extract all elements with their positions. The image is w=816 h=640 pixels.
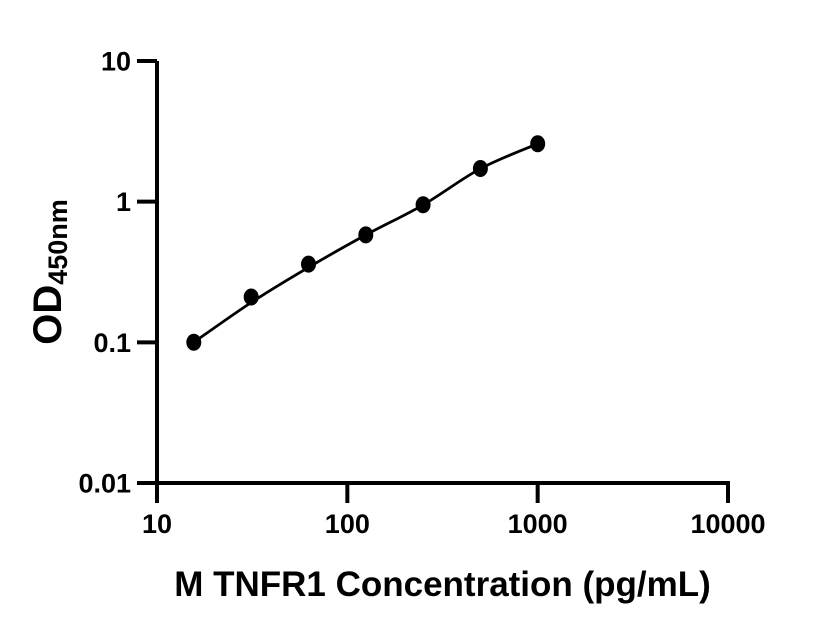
- data-point-marker: [530, 135, 546, 153]
- y-tick-label: 1: [116, 187, 131, 217]
- y-axis-title-main: OD: [26, 285, 70, 345]
- axis-spines: [155, 61, 730, 485]
- x-axis-title: M TNFR1 Concentration (pg/mL): [174, 565, 711, 604]
- y-tick-label: 0.1: [93, 328, 131, 358]
- data-point-marker: [186, 333, 202, 351]
- y-tick-label: 0.01: [78, 469, 131, 499]
- x-tick-label: 10000: [690, 509, 765, 539]
- data-point-marker: [472, 160, 488, 177]
- x-tick-label: 100: [325, 509, 370, 539]
- data-point-marker: [358, 226, 374, 244]
- data-point-marker: [415, 196, 431, 214]
- x-tick-label: 1000: [508, 509, 568, 539]
- y-axis-title-subscript: 450nm: [43, 199, 73, 285]
- x-tick-label: 10: [142, 509, 172, 539]
- data-point-marker: [301, 255, 316, 273]
- y-tick-label: 10: [101, 47, 131, 77]
- y-axis-title: OD450nm: [26, 199, 73, 345]
- data-point-marker: [243, 288, 259, 306]
